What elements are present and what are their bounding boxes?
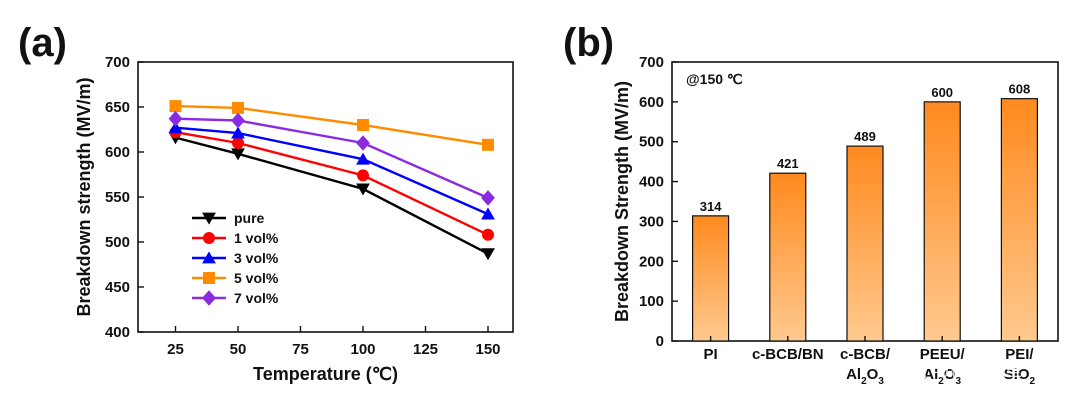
y-tick-label-b: 400: [639, 174, 664, 191]
formula-part: O: [944, 366, 956, 383]
category-formula-4: SiO2: [1004, 366, 1036, 387]
y-tick-label-b: 200: [639, 253, 664, 270]
data-point-series-0: [356, 183, 370, 196]
data-point-series-1: [482, 228, 494, 241]
bar-3: [923, 101, 961, 342]
y-tick-label-a: 550: [105, 189, 130, 206]
category-formula-2: Al2O3: [846, 366, 884, 387]
category-label-1: c-BCB/BN: [752, 346, 824, 363]
category-formula-3: Al2O3: [923, 366, 961, 387]
bar-value-label-2: 489: [854, 129, 876, 144]
legend-marker-0: [202, 212, 216, 225]
data-point-series-2: [481, 207, 495, 220]
bar-0: [691, 215, 730, 342]
y-tick-label-b: 700: [639, 54, 664, 71]
bar-value-label-4: 608: [1009, 82, 1031, 97]
formula-part: O: [867, 366, 879, 383]
x-tick-label-a: 25: [167, 341, 184, 358]
data-point-series-1: [357, 169, 369, 182]
bar-1: [769, 172, 807, 342]
plot-frame-a: [137, 61, 514, 333]
data-point-series-3: [357, 119, 369, 131]
data-point-series-4: [168, 110, 183, 127]
data-point-series-4: [231, 112, 245, 129]
legend-label-0: pure: [234, 210, 265, 226]
y-tick-label-a: 500: [105, 234, 130, 251]
formula-subscript: 3: [878, 376, 884, 387]
legend-label-4: 7 vol%: [234, 290, 279, 306]
legend-marker-4: [202, 290, 216, 306]
y-axis-label-a: Breakdown strength (MV/m): [74, 77, 94, 316]
series-line-4: [175, 117, 489, 199]
formula-part: Al: [923, 366, 938, 383]
data-point-series-1: [232, 137, 244, 149]
watermark: 与模实验室: [894, 360, 1022, 384]
category-label-2: c-BCB/: [840, 346, 891, 363]
legend-label-2: 3 vol%: [234, 250, 279, 266]
chat-bubble-icon: [894, 361, 926, 384]
data-point-series-2: [356, 152, 370, 165]
panel-b-label: (b): [563, 21, 614, 65]
formula-subscript: 3: [956, 376, 962, 387]
bar-2: [846, 145, 884, 342]
x-axis-label-a: Temperature (℃): [253, 364, 398, 384]
chart-b-breakdown-bars: 0 100 200 300 400 500 600 700 Breakdown Strength…: [612, 54, 1059, 387]
y-tick-label-a: 700: [105, 54, 130, 71]
x-tick-label-a: 100: [350, 341, 375, 358]
data-point-series-2: [168, 121, 183, 134]
formula-subscript: 2: [861, 376, 867, 387]
data-point-series-3: [482, 138, 494, 151]
y-tick-label-a: 450: [105, 279, 130, 296]
data-point-series-3: [169, 100, 182, 113]
formula-part: SiO: [1004, 366, 1030, 383]
y-tick-label-b: 0: [656, 333, 664, 350]
legend-marker-1: [203, 232, 215, 244]
x-tick-label-a: 150: [475, 341, 500, 358]
panel-a-label: (a): [18, 21, 67, 65]
data-point-series-0: [481, 248, 495, 261]
y-tick-label-b: 500: [639, 134, 664, 151]
series-line-3: [175, 104, 489, 146]
legend-label-3: 5 vol%: [234, 270, 279, 286]
data-point-series-3: [232, 101, 244, 114]
formula-subscript: 2: [938, 376, 944, 387]
data-point-series-4: [481, 190, 495, 206]
legend-marker-3: [203, 272, 215, 284]
series-line-1: [175, 131, 489, 236]
bar-value-label-0: 314: [700, 199, 722, 214]
x-tick-label-a: 75: [292, 341, 309, 358]
category-label-3: PEEU/: [920, 346, 966, 363]
x-tick-label-a: 50: [230, 341, 247, 358]
y-tick-label-a: 400: [105, 324, 130, 341]
y-tick-label-b: 600: [639, 94, 664, 111]
formula-part: Al: [846, 366, 861, 383]
chart-a-temperature-breakdown: 400 450 500 550 600 650 700 25 50 75 100 125 150 Temp…: [74, 54, 514, 384]
category-label-4: PEI/: [1005, 346, 1034, 363]
y-tick-label-a: 600: [105, 144, 130, 161]
legend-marker-2: [202, 251, 216, 264]
series-line-0: [175, 136, 489, 255]
y-tick-label-b: 300: [639, 213, 664, 230]
y-tick-label-a: 650: [105, 99, 130, 116]
y-axis-label-b: Breakdown Strength (MV/m): [612, 81, 632, 322]
legend-label-1: 1 vol%: [234, 230, 279, 246]
bar-value-label-1: 421: [777, 156, 799, 171]
x-tick-label-a: 125: [413, 341, 438, 358]
y-tick-label-b: 100: [639, 293, 664, 310]
watermark-text: 与模实验室: [932, 360, 1022, 381]
data-point-series-4: [356, 135, 370, 151]
formula-subscript: 2: [1030, 376, 1036, 387]
data-point-series-2: [231, 126, 245, 139]
series-line-2: [175, 126, 489, 216]
bar-4: [1000, 98, 1039, 342]
data-point-series-0: [231, 148, 245, 161]
temperature-annotation: @150 ℃: [686, 71, 743, 87]
bar-value-label-3: 600: [931, 85, 953, 100]
category-label-0: PI: [704, 346, 718, 363]
